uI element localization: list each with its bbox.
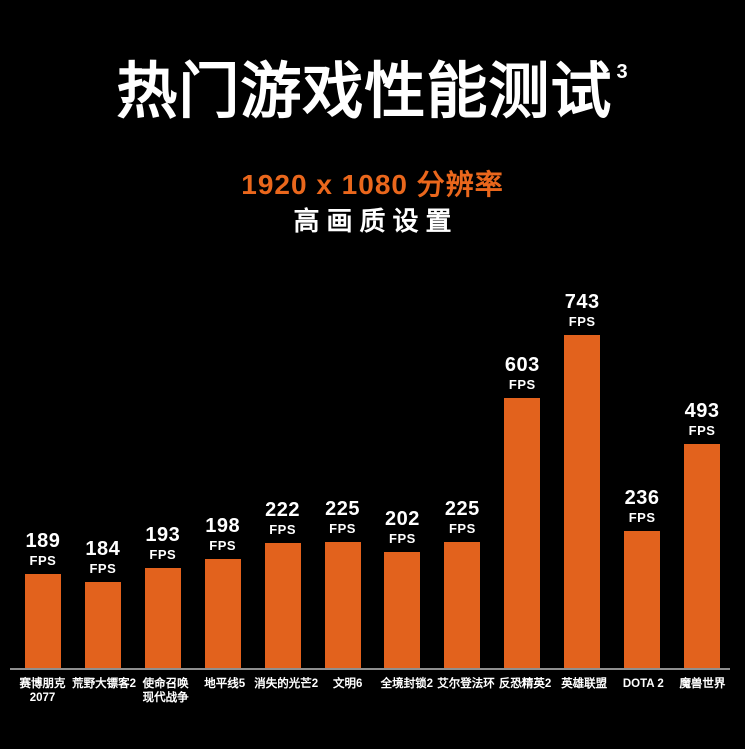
bar-fps-unit: FPS bbox=[89, 561, 117, 576]
bar-fps-number: 225 bbox=[444, 498, 480, 520]
bar-fps-unit: FPS bbox=[389, 531, 416, 546]
bar-fps-number: 193 bbox=[145, 524, 181, 546]
subtitle-quality: 高画质设置 bbox=[293, 206, 459, 236]
bar-value-label: 603 FPS bbox=[505, 355, 540, 391]
bar bbox=[564, 335, 601, 669]
bar-column: 198 FPS bbox=[193, 516, 253, 669]
bar bbox=[384, 552, 421, 669]
category-label: 魔兽世界 bbox=[679, 678, 726, 690]
bar bbox=[504, 398, 541, 669]
bar-column: 222 FPS bbox=[253, 500, 313, 669]
bar-fps-unit: FPS bbox=[688, 423, 716, 438]
category-label: 荒野大镖客2 bbox=[72, 678, 137, 690]
bar-fps-number: 236 bbox=[624, 487, 660, 509]
bar-fps-number: 184 bbox=[85, 538, 121, 560]
category-label: 艾尔登法环 bbox=[437, 678, 495, 690]
bar bbox=[324, 542, 361, 669]
title-footnote-marker: 3 bbox=[616, 61, 629, 83]
bar-value-label: 236 FPS bbox=[625, 488, 660, 524]
bar bbox=[264, 543, 301, 669]
category-label-row: 赛博朋克 2077 荒野大镖客2 使命召唤 现代战争 地平线5 消失的光芒2 文明6 全境封… bbox=[13, 677, 732, 705]
bar-fps-number: 225 bbox=[325, 498, 360, 520]
bar-fps-number: 198 bbox=[205, 515, 241, 537]
bar-value-label: 222 FPS bbox=[265, 500, 300, 536]
bar-fps-unit: FPS bbox=[269, 522, 296, 537]
bar-value-label: 202 FPS bbox=[385, 509, 420, 545]
bar-fps-unit: FPS bbox=[329, 521, 356, 536]
title-text: 热门游戏性能测试 bbox=[116, 57, 613, 125]
bar-column: 225 FPS bbox=[313, 499, 373, 669]
bar bbox=[624, 531, 661, 669]
bar bbox=[684, 444, 721, 669]
category-label: DOTA 2 bbox=[622, 678, 664, 690]
bar-column: 236 FPS bbox=[612, 488, 672, 669]
bar bbox=[444, 542, 481, 669]
bar-fps-unit: FPS bbox=[149, 547, 177, 562]
bar bbox=[204, 559, 241, 669]
bar bbox=[24, 574, 61, 669]
category-label: 使命召唤 现代战争 bbox=[142, 678, 189, 704]
bar-value-label: 189 FPS bbox=[26, 531, 61, 567]
bar-column: 225 FPS bbox=[432, 499, 492, 669]
bar-fps-unit: FPS bbox=[568, 314, 596, 329]
x-axis-baseline bbox=[10, 668, 730, 670]
bar-column: 603 FPS bbox=[492, 355, 552, 669]
bar-value-label: 493 FPS bbox=[685, 401, 720, 437]
bar-fps-unit: FPS bbox=[508, 377, 536, 392]
category-label: 地平线5 bbox=[204, 678, 246, 690]
subtitle-resolution: 1920 x 1080 分辨率 bbox=[241, 169, 504, 200]
bar bbox=[144, 568, 181, 669]
bar-value-label: 225 FPS bbox=[445, 499, 480, 535]
category-label: 文明6 bbox=[333, 678, 363, 690]
bar-column: 493 FPS bbox=[672, 401, 732, 669]
bar-value-label: 743 FPS bbox=[565, 292, 600, 328]
category-label: 全境封锁2 bbox=[380, 678, 434, 690]
bar-value-label: 193 FPS bbox=[145, 525, 180, 561]
bar-fps-number: 222 bbox=[265, 499, 301, 521]
bar-fps-number: 603 bbox=[504, 354, 540, 376]
bar-column: 189 FPS bbox=[13, 531, 73, 669]
category-label: 英雄联盟 bbox=[561, 678, 608, 690]
fps-bar-chart: 189 FPS 184 FPS 193 FPS 198 FPS 222 FPS 225 FPS 202 F… bbox=[13, 0, 732, 669]
bar-fps-number: 202 bbox=[385, 508, 420, 530]
bar-fps-number: 743 bbox=[564, 291, 600, 313]
bar-value-label: 225 FPS bbox=[325, 499, 360, 535]
bar-column: 184 FPS bbox=[73, 539, 133, 669]
category-label: 赛博朋克 2077 bbox=[19, 678, 66, 704]
category-label: 反恐精英2 bbox=[498, 678, 552, 690]
bar-fps-unit: FPS bbox=[29, 553, 57, 568]
category-label: 消失的光芒2 bbox=[254, 678, 319, 690]
bar-fps-unit: FPS bbox=[209, 538, 237, 553]
bar-value-label: 184 FPS bbox=[85, 539, 120, 575]
page-title: 热门游戏性能测试 3 bbox=[0, 56, 745, 126]
bar-fps-unit: FPS bbox=[628, 510, 656, 525]
bar-column: 202 FPS bbox=[373, 509, 433, 669]
bar-column: 193 FPS bbox=[133, 525, 193, 669]
bar-column: 743 FPS bbox=[552, 292, 612, 669]
bar-fps-unit: FPS bbox=[448, 521, 476, 536]
bar bbox=[84, 582, 121, 669]
bar-fps-number: 189 bbox=[25, 530, 61, 552]
bar-value-label: 198 FPS bbox=[205, 516, 240, 552]
bar-fps-number: 493 bbox=[684, 400, 720, 422]
